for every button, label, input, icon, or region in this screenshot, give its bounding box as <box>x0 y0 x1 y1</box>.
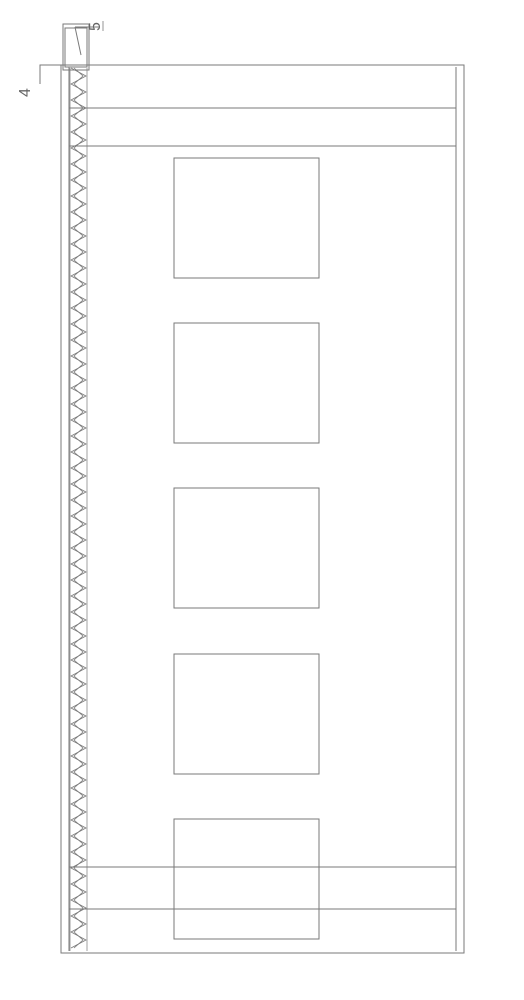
technical-diagram: 54 <box>0 0 524 1000</box>
cutout-window <box>174 654 319 774</box>
label-5: 5 <box>87 22 104 31</box>
cutout-window <box>174 158 319 278</box>
cutout-window <box>174 323 319 443</box>
cutout-window <box>174 488 319 608</box>
outer-frame <box>61 65 464 953</box>
leader-5 <box>75 27 81 55</box>
coil-spring-inner <box>74 68 83 948</box>
leader-4 <box>40 65 63 84</box>
cutout-window <box>174 819 319 939</box>
label-4: 4 <box>17 88 34 97</box>
